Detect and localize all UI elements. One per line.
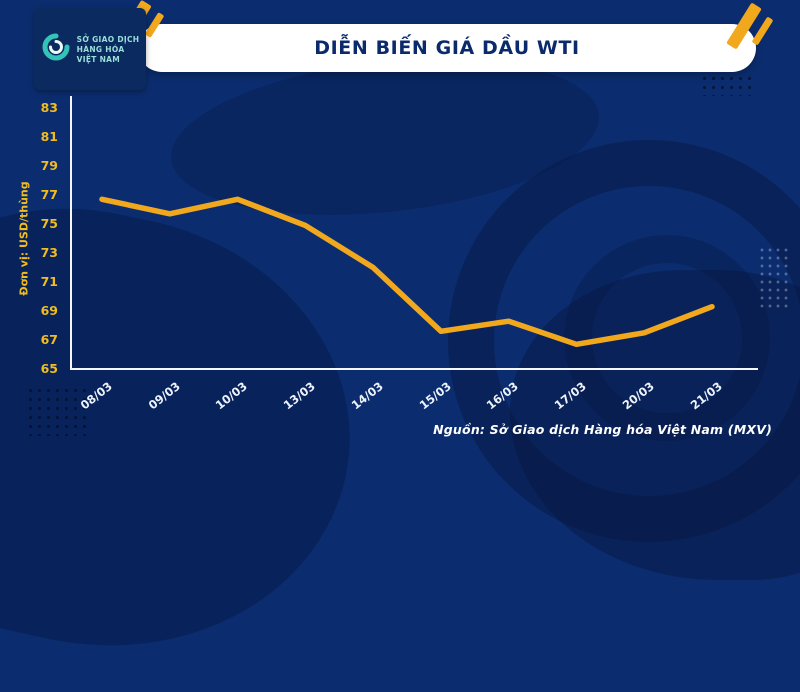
x-axis-tick-label: 17/03: [551, 379, 590, 413]
y-axis-tick-label: 65: [40, 361, 58, 376]
x-axis-tick-label: 15/03: [416, 379, 454, 413]
line-chart: [70, 96, 758, 370]
y-axis-tick-label: 75: [40, 216, 58, 231]
x-axis-tick-label: 10/03: [213, 379, 251, 413]
x-axis-tick-label: 21/03: [687, 379, 725, 413]
logo-line-1: SỞ GIAO DỊCH: [76, 34, 140, 44]
wti-price-line: [99, 196, 715, 348]
y-axis-tick-label: 81: [40, 129, 58, 144]
source-credit: Nguồn: Sở Giao dịch Hàng hóa Việt Nam (M…: [433, 422, 772, 437]
title-banner: DIỄN BIẾN GIÁ DẦU WTI: [138, 24, 756, 72]
x-axis-tick-label: 16/03: [484, 379, 522, 413]
mxv-swirl-icon: [41, 32, 71, 66]
accent-slash: [751, 16, 774, 46]
chart-title: DIỄN BIẾN GIÁ DẦU WTI: [314, 37, 580, 59]
x-axis-tick-label: 09/03: [145, 379, 183, 413]
y-axis-tick-label: 83: [40, 100, 58, 115]
x-axis-tick-label: 13/03: [280, 379, 318, 413]
mxv-logo: SỞ GIAO DỊCH HÀNG HÓA VIỆT NAM: [34, 8, 146, 90]
dot-pattern-right: [758, 246, 792, 310]
y-axis-tick-labels: 83 81 79 77 75 73 71 69 67 65: [24, 96, 60, 376]
y-axis-tick-label: 69: [40, 303, 58, 318]
logo-line-2: HÀNG HÓA: [76, 44, 125, 54]
y-axis-tick-label: 71: [40, 274, 58, 289]
plot-area: [70, 96, 758, 374]
dot-pattern-top-right: [700, 74, 754, 96]
mxv-logo-text: SỞ GIAO DỊCH HÀNG HÓA VIỆT NAM: [77, 35, 140, 64]
y-axis-tick-label: 77: [40, 187, 58, 202]
x-axis-tick-label: 20/03: [619, 379, 657, 413]
logo-line-3: VIỆT NAM: [76, 54, 121, 64]
y-axis-tick-label: 79: [40, 158, 58, 173]
x-axis-tick-label: 08/03: [77, 379, 115, 413]
y-axis-tick-label: 67: [40, 332, 58, 347]
x-axis-tick-labels: 08/03 09/03 10/03 13/03 14/03 15/03 16/03 17/03…: [70, 377, 758, 423]
y-axis-tick-label: 73: [40, 245, 58, 260]
x-axis-tick-label: 14/03: [348, 379, 386, 413]
